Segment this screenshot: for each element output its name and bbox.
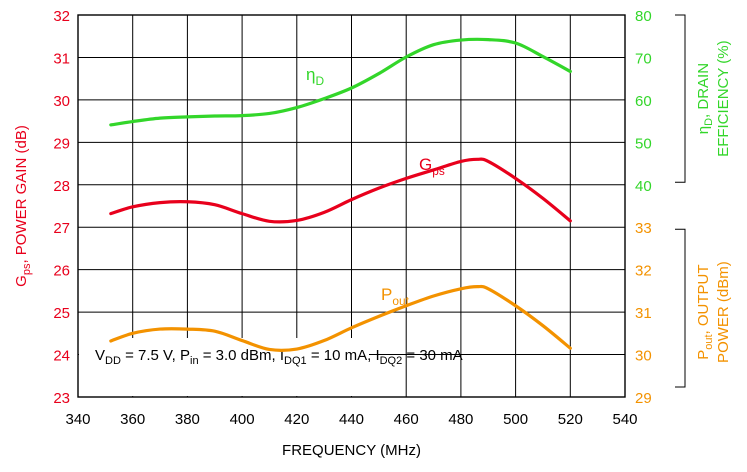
right-upper-tick-label: 60: [635, 93, 652, 110]
x-tick-label: 460: [394, 411, 419, 428]
x-tick-label: 500: [503, 411, 528, 428]
right-upper-axis-label-line1: ηD, DRAIN: [695, 63, 715, 134]
left-tick-label: 30: [53, 93, 70, 110]
right-lower-axis-bracket: [675, 228, 686, 388]
series-line-gps: [109, 157, 572, 224]
left-tick-label: 32: [53, 8, 70, 25]
right-lower-tick-label: 31: [635, 305, 652, 322]
x-tick-label: 360: [120, 411, 145, 428]
right-upper-tick-label: 70: [635, 50, 652, 67]
right-lower-tick-label: 29: [635, 390, 652, 407]
right-lower-axis-label-group: Pout, OUTPUT POWER (dBm): [695, 261, 732, 363]
left-axis-label: Gps, POWER GAIN (dB): [13, 125, 33, 287]
right-upper-tick-label: 80: [635, 8, 652, 25]
right-upper-axis-bracket: [675, 14, 686, 183]
x-tick-label: 540: [612, 411, 637, 428]
right-upper-tick-label: 40: [635, 178, 652, 195]
right-lower-axis-label-line1: Pout, OUTPUT: [695, 264, 715, 359]
x-tick-label: 400: [230, 411, 255, 428]
label-eta-d: ηD: [306, 65, 324, 88]
left-tick-label: 28: [53, 178, 70, 195]
left-tick-label: 26: [53, 263, 70, 280]
right-upper-axis-label-line2: EFFICIENCY (%): [715, 40, 732, 156]
series-line-pout: [109, 284, 572, 352]
right-upper-axis-label-group: ηD, DRAIN EFFICIENCY (%): [695, 40, 732, 156]
annotation-box: VDD = 7.5 V, Pin = 3.0 dBm, IDQ1 = 10 mA…: [79, 338, 463, 396]
left-axis-label-group: Gps, POWER GAIN (dB): [13, 125, 33, 287]
right-lower-tick-label: 30: [635, 348, 652, 365]
right-upper-tick-label: 50: [635, 135, 652, 152]
left-tick-label: 23: [53, 390, 70, 407]
x-tick-label: 380: [175, 411, 200, 428]
label-pout: Pout: [381, 285, 410, 308]
series-line-eta-d: [109, 37, 572, 127]
x-tick-label: 420: [284, 411, 309, 428]
x-axis-label: FREQUENCY (MHz): [282, 442, 421, 459]
left-tick-label: 25: [53, 305, 70, 322]
left-tick-label: 27: [53, 220, 70, 237]
left-tick-label: 29: [53, 135, 70, 152]
annotation-background: [79, 338, 369, 396]
series-group: [109, 37, 572, 352]
conditions-annotation: VDD = 7.5 V, Pin = 3.0 dBm, IDQ1 = 10 mA…: [95, 347, 463, 367]
left-tick-label: 24: [53, 348, 70, 365]
plot-frame: [77, 14, 626, 398]
x-tick-label: 440: [339, 411, 364, 428]
x-tick-label: 340: [65, 411, 90, 428]
right-axes: [675, 14, 686, 388]
tick-labels: 340 360 380 400 420 440 460 480 500 520 540 23 24 25 2…: [53, 8, 651, 428]
right-lower-axis-label-line2: POWER (dBm): [715, 261, 732, 363]
x-tick-label: 480: [448, 411, 473, 428]
right-lower-tick-label: 33: [635, 220, 652, 237]
axis-labels: Gps ηD Pout FREQUENCY (MHz) Gps, POWER GAIN …: [13, 40, 732, 459]
x-tick-label: 520: [558, 411, 583, 428]
left-tick-label: 31: [53, 50, 70, 67]
label-gps: Gps: [419, 155, 445, 178]
right-lower-tick-label: 32: [635, 263, 652, 280]
